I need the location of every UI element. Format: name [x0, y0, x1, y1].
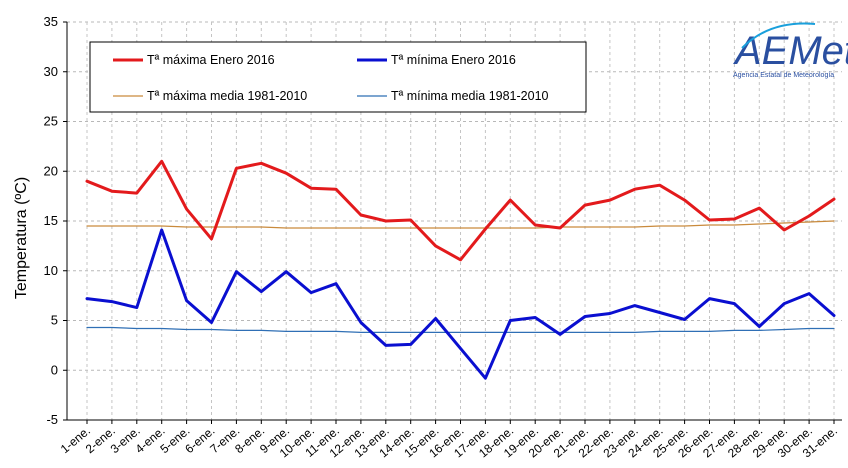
y-tick-label: 5 — [51, 313, 58, 328]
series-line-1 — [85, 228, 836, 380]
series — [85, 159, 836, 380]
legend-label-3: Tª mínima media 1981-2010 — [391, 89, 549, 103]
y-tick-label: 20 — [44, 163, 58, 178]
y-tick-label: -5 — [46, 412, 58, 427]
legend-label-0: Tª máxima Enero 2016 — [147, 53, 275, 67]
logo-swoosh — [741, 22, 816, 49]
series-line-0 — [85, 159, 836, 262]
y-tick-label: 15 — [44, 213, 58, 228]
series-line-2 — [86, 220, 835, 229]
series-line-3 — [86, 326, 835, 333]
aemet-logo: AEMet Agencia Estatal de Meteorología — [733, 22, 848, 79]
y-axis-label: Temperatura (ºC) — [13, 177, 30, 299]
legend-box — [89, 41, 587, 113]
y-tick-label: 0 — [51, 362, 58, 377]
legend-label-1: Tª mínima Enero 2016 — [391, 53, 516, 67]
logo-text: AEMet — [733, 29, 848, 73]
y-tick-labels: -5 0 5 10 15 20 25 30 35 — [44, 14, 67, 427]
y-tick-label: 25 — [44, 114, 58, 129]
y-tick-label: 10 — [44, 263, 58, 278]
y-tick-label: 30 — [44, 64, 58, 79]
legend: Tª máxima Enero 2016 Tª mínima Enero 2016… — [89, 41, 587, 113]
x-tick-labels: 1-ene.2-ene.3-ene.4-ene.5-ene.6-ene.7-en… — [58, 420, 840, 460]
y-tick-label: 35 — [44, 14, 58, 29]
legend-label-2: Tª máxima media 1981-2010 — [147, 89, 307, 103]
logo-subtitle: Agencia Estatal de Meteorología — [733, 72, 834, 79]
